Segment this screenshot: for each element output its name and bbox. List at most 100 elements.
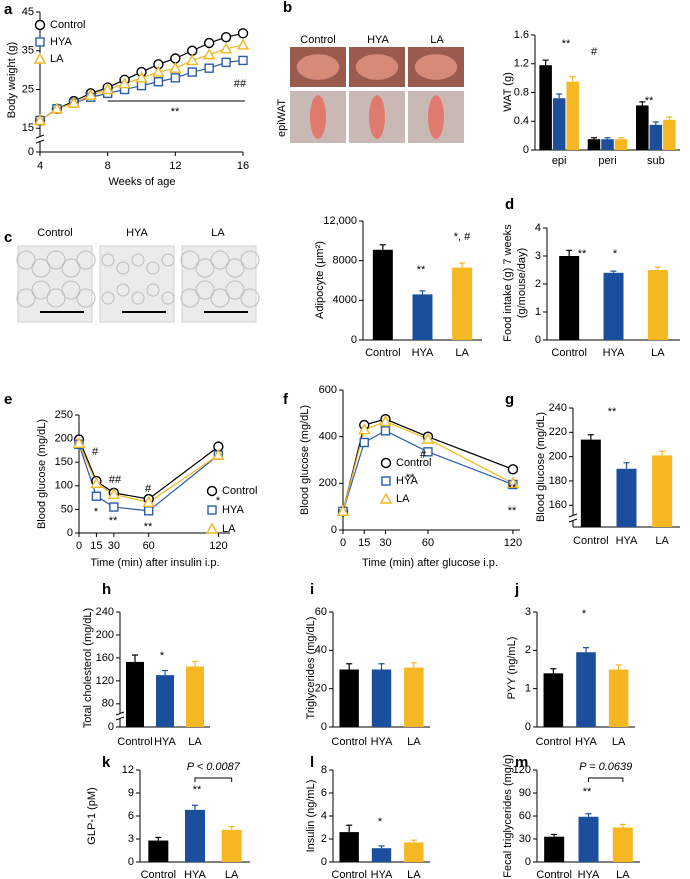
bar [544,836,565,862]
bar [601,139,614,150]
micrograph-cell [195,258,215,278]
micrograph-cell [116,261,130,275]
x-tick-label: 30 [108,540,120,552]
photo-tissue [355,54,399,80]
y-axis-label: Blood glucose (mg/dL) [535,412,547,522]
panel-letter: b [283,0,292,16]
significance-mark: ** [508,505,517,517]
significance-mark: * [160,650,165,662]
significance-mark: # [145,483,152,495]
x-tick-label: Control [141,869,176,879]
y-axis-label: Adipocyte (μm²) [314,241,326,319]
x-tick-label: epi [552,155,567,167]
data-point [170,73,181,83]
data-point [380,426,391,436]
y-tick-label: 3 [525,606,531,618]
axis-break [115,711,125,716]
y-axis-label: Fecal triglycerides (mg/g) [502,754,514,877]
data-point [109,502,119,512]
significance-mark: ** [578,248,587,260]
significance-mark: * [582,608,587,620]
y-tick-label: 4 [321,810,327,822]
data-point [238,55,248,66]
panel-letter: g [505,391,514,408]
significance-mark: ** [608,406,617,418]
y-tick-label: 600 [319,384,337,396]
y-break-label: 0 [28,146,34,158]
data-point [336,504,350,517]
data-point [107,487,121,499]
significance-mark: # [420,449,427,461]
comparison-bracket [194,777,233,782]
data-point [33,114,47,126]
bar [614,139,628,150]
x-tick-label: 8 [105,160,111,172]
data-point [169,61,182,73]
x-tick-label: 120 [504,537,522,549]
significance-mark: ** [417,264,426,276]
micrograph-cell [240,250,260,270]
image-label: HYA [126,227,148,239]
data-point [143,506,154,516]
bar [636,105,649,150]
data-point [204,63,214,73]
bar [371,669,392,727]
y-tick-label: 1.6 [514,29,529,41]
micrograph-cell [146,283,160,297]
x-tick-label: 4 [37,160,43,172]
micrograph-cell [61,258,81,278]
data-point [219,42,233,54]
bar [404,667,424,727]
micrograph-cell [16,250,36,270]
x-tick-label: 16 [237,160,249,172]
legend-marker [205,522,219,534]
data-point [152,65,165,77]
y-tick-label: 45 [22,6,34,18]
data-point [237,28,249,39]
data-point [421,432,435,444]
significance-mark: ** [583,786,592,798]
data-point [118,77,131,89]
y-tick-label: 2 [535,278,541,290]
x-tick-label: Control [536,736,571,748]
panel-letter: c [4,229,12,246]
panel-letter: e [4,391,12,408]
y-tick-label: 8000 [333,255,357,267]
micrograph-cell [225,258,245,278]
panel-letter: d [505,196,514,213]
y-tick-label: 80 [102,698,114,710]
y-tick-label: 200 [96,629,114,641]
panel-letter: f [283,391,289,408]
y-axis-label: Total cholesterol (mg/dL) [82,608,94,728]
x-tick-label: 60 [143,540,155,552]
micrograph-cell [76,250,96,270]
y-tick-label: 200 [549,451,567,463]
panel-letter: k [102,754,111,771]
y-tick-label: 250 [55,409,73,421]
bar [543,673,564,727]
micrograph-cell [161,253,175,267]
image-label: HYA [367,34,389,46]
bar [559,256,580,340]
image-label: LA [211,227,225,239]
y-axis-label: Insulin (ng/mL) [305,780,317,853]
photo-tissue [296,54,340,80]
micrograph-cell [76,288,96,308]
y-axis-label: Food intake (g) 7 weeks [502,224,514,342]
y-tick-label: 20 [315,683,327,695]
significance-mark: ** [645,95,654,107]
bar [552,98,566,150]
x-tick-label: 120 [209,540,227,552]
x-tick-label: HYA [371,869,393,879]
y-tick-label: 0.4 [514,115,529,127]
panel-letter: m [515,754,528,771]
x-tick-label: HYA [184,869,206,879]
data-point [359,437,369,448]
bar [603,272,624,340]
data-point [220,31,232,43]
micrograph-cell [61,280,81,300]
x-tick-label: Control [551,347,586,359]
data-point [153,77,164,87]
y-tick-label: 0 [67,527,73,539]
x-tick-label: HYA [412,347,434,359]
